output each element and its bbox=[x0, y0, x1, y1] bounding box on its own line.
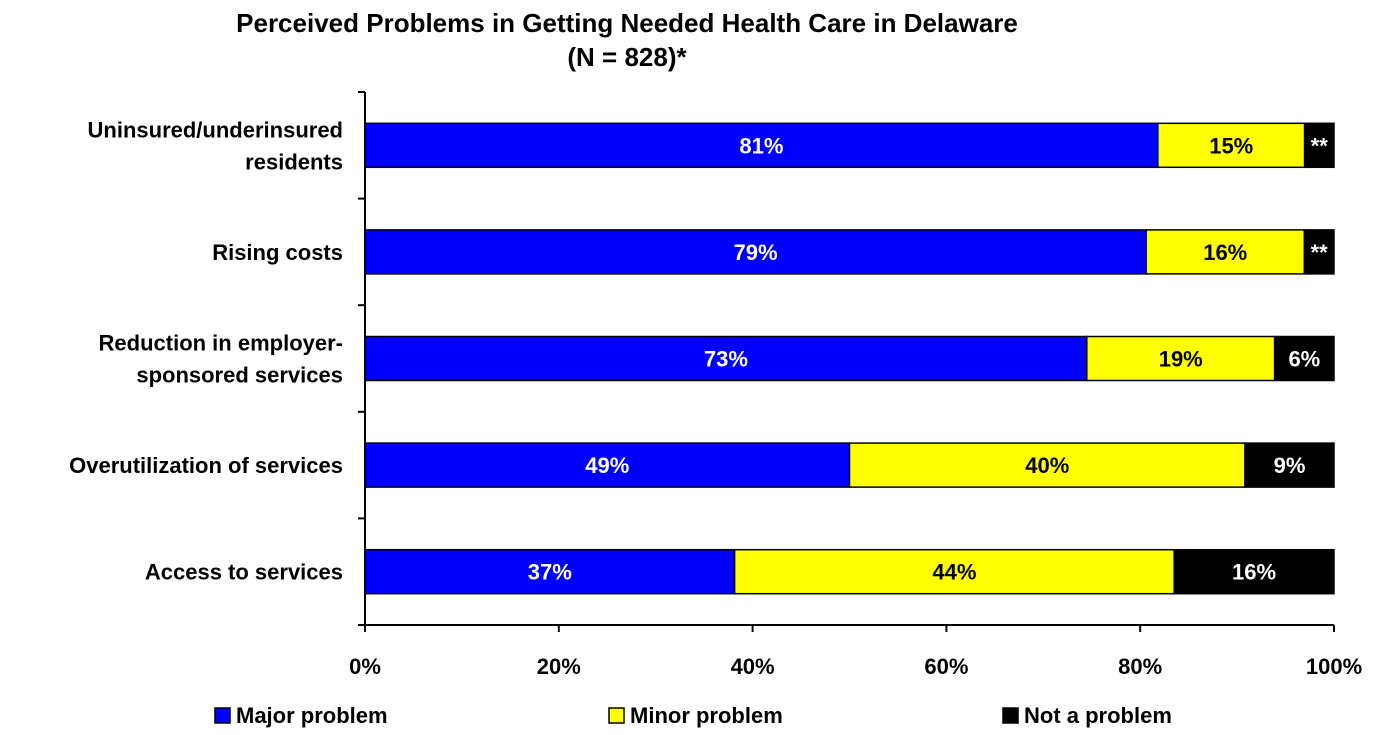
legend-swatch bbox=[214, 707, 231, 724]
data-label: ** bbox=[1311, 133, 1329, 158]
chart-subtitle: (N = 828)* bbox=[567, 42, 687, 72]
category-label: Uninsured/underinsured bbox=[88, 117, 343, 142]
legend-swatch bbox=[1002, 707, 1019, 724]
bar-minor-problem bbox=[848, 442, 1246, 488]
x-tick-label: 20% bbox=[537, 654, 581, 679]
bar-major-problem bbox=[364, 335, 1088, 382]
legend-label: Minor problem bbox=[630, 703, 783, 728]
x-tick-label: 60% bbox=[924, 654, 968, 679]
data-label: 16% bbox=[1203, 240, 1247, 265]
category-label: Rising costs bbox=[212, 240, 343, 265]
bar-not-a-problem bbox=[1244, 442, 1335, 488]
x-tick-label: 100% bbox=[1306, 654, 1362, 679]
data-label: 81% bbox=[739, 133, 783, 158]
plot-area: 0% 20% 40% 60% 80% 100% Uninsured/underinsured… bbox=[69, 91, 1362, 679]
bar-major-problem bbox=[364, 442, 851, 488]
data-label: 19% bbox=[1159, 347, 1203, 372]
x-tick-label: 0% bbox=[349, 654, 381, 679]
data-label: 6% bbox=[1288, 347, 1320, 372]
x-tick-label: 40% bbox=[731, 654, 775, 679]
data-label: 15% bbox=[1209, 133, 1253, 158]
bar-not-a-problem bbox=[1273, 335, 1335, 382]
data-label: 40% bbox=[1025, 453, 1069, 478]
legend-label: Not a problem bbox=[1024, 703, 1172, 728]
legend-label: Major problem bbox=[236, 703, 388, 728]
bar-not-a-problem bbox=[1173, 548, 1335, 595]
category-label: residents bbox=[245, 149, 343, 174]
data-label: 73% bbox=[704, 347, 748, 372]
bar-minor-problem bbox=[1086, 335, 1276, 382]
category-label: Access to services bbox=[145, 560, 343, 585]
chart-title: Perceived Problems in Getting Needed Hea… bbox=[236, 8, 1018, 38]
data-label: 49% bbox=[585, 453, 629, 478]
legend-swatch bbox=[608, 707, 625, 724]
bar-not-a-problem bbox=[1303, 122, 1335, 169]
category-label: Overutilization of services bbox=[69, 453, 343, 478]
category-label: sponsored services bbox=[136, 363, 343, 388]
category-label: Reduction in employer- bbox=[99, 331, 343, 356]
data-label: 79% bbox=[734, 240, 778, 265]
legend: Major problem Minor problem Not a problem bbox=[214, 703, 1172, 728]
data-label: 44% bbox=[932, 560, 976, 585]
bar-not-a-problem bbox=[1303, 229, 1335, 275]
bar-major-problem bbox=[364, 548, 736, 595]
data-label: ** bbox=[1311, 240, 1329, 265]
x-tick-label: 80% bbox=[1118, 654, 1162, 679]
bar-minor-problem bbox=[733, 548, 1175, 595]
data-label: 16% bbox=[1232, 560, 1276, 585]
data-label: 37% bbox=[528, 560, 572, 585]
data-label: 9% bbox=[1274, 453, 1306, 478]
